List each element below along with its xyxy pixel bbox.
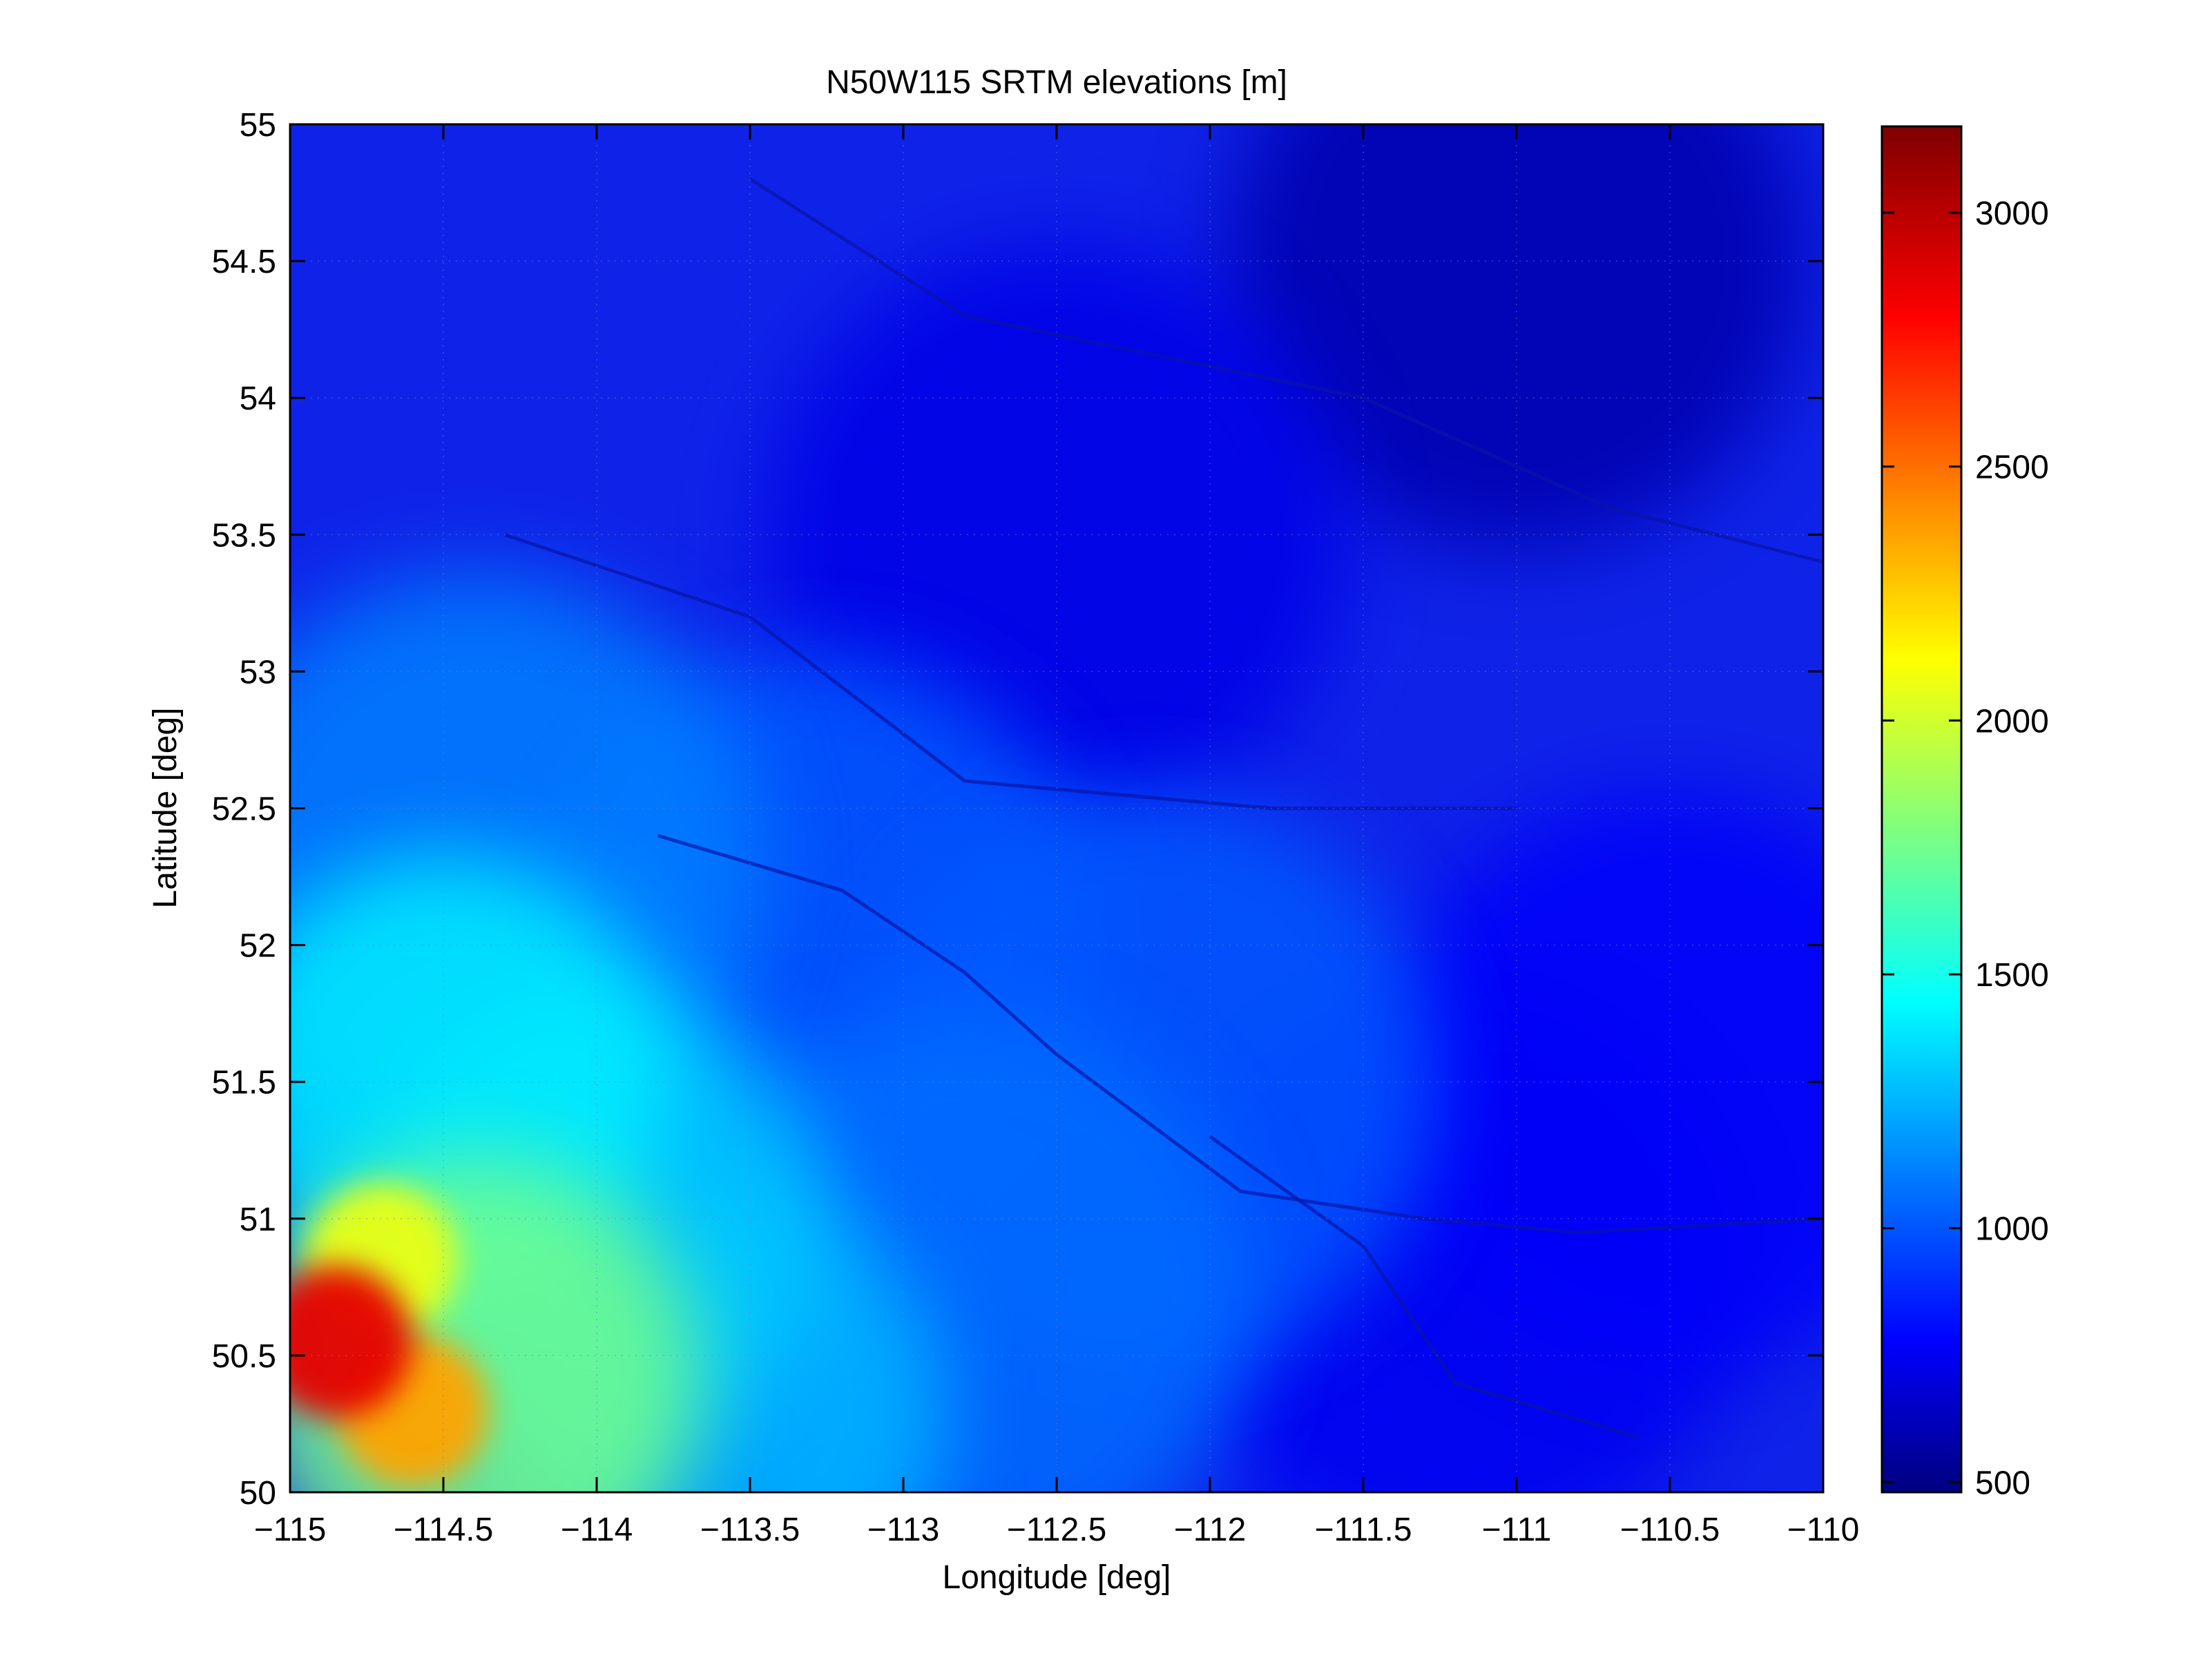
river-line	[504, 532, 1517, 810]
x-tick-label: −111.5	[1314, 1512, 1412, 1548]
river-line	[749, 177, 1823, 564]
elevation-feature	[290, 1266, 412, 1418]
colorbar-ticks: 500 1000 1500 2000 2500 3000	[1882, 195, 2049, 1501]
chart-title: N50W115 SRTM elevations [m]	[826, 64, 1287, 101]
y-tick-label: 51	[240, 1202, 276, 1238]
colorbar-tick-label: 3000	[1975, 195, 2049, 232]
y-tick-label: 53	[240, 654, 276, 691]
x-tick-label: −114.5	[394, 1512, 494, 1548]
y-tick-label: 55	[240, 107, 276, 144]
x-tick-label: −110.5	[1620, 1512, 1720, 1548]
y-axis: 50 50.5 51 51.5 52 52.5 53 53.5 54 54.5 55	[212, 107, 1823, 1512]
colorbar-tick-label: 2500	[1975, 450, 2049, 486]
x-tick-label: −112	[1174, 1512, 1247, 1548]
colorbar-tick-label: 500	[1975, 1465, 2030, 1501]
y-tick-label: 53.5	[212, 517, 276, 554]
river-line	[657, 833, 1823, 1235]
y-tick-label: 51.5	[212, 1065, 276, 1101]
y-tick-label: 54.5	[212, 244, 276, 280]
colorbar-tick-label: 1500	[1975, 957, 2049, 994]
y-tick-label: 52	[240, 928, 276, 965]
x-axis: −115 −114.5 −114 −113.5 −113 −112.5 −112 −111.5…	[254, 124, 1860, 1548]
elevation-feature	[1380, 791, 1823, 1372]
y-tick-label: 50	[240, 1475, 276, 1512]
colorbar-tick-label: 2000	[1975, 703, 2049, 740]
x-tick-label: −110	[1787, 1512, 1860, 1548]
elevation-features	[290, 124, 1823, 1492]
colorbar	[1881, 125, 1963, 1494]
river-line	[1209, 1135, 1640, 1440]
x-tick-label: −115	[254, 1512, 327, 1548]
y-tick-label: 52.5	[212, 791, 276, 828]
elevation-feature	[1227, 124, 1807, 551]
x-axis-label: Longitude [deg]	[943, 1559, 1171, 1596]
river-channels	[504, 177, 1823, 1440]
y-tick-label: 54	[240, 380, 276, 417]
y-axis-label: Latitude [deg]	[147, 708, 184, 909]
colorbar-tick-label: 1000	[1975, 1211, 2049, 1248]
x-tick-label: −113	[867, 1512, 940, 1548]
x-tick-label: −114	[561, 1512, 633, 1548]
grid-lines	[290, 124, 1823, 1492]
x-tick-label: −112.5	[1007, 1512, 1107, 1548]
plot-area	[290, 124, 1823, 1492]
y-tick-label: 50.5	[212, 1338, 276, 1375]
x-tick-label: −111	[1482, 1512, 1552, 1548]
x-tick-label: −113.5	[700, 1512, 800, 1548]
